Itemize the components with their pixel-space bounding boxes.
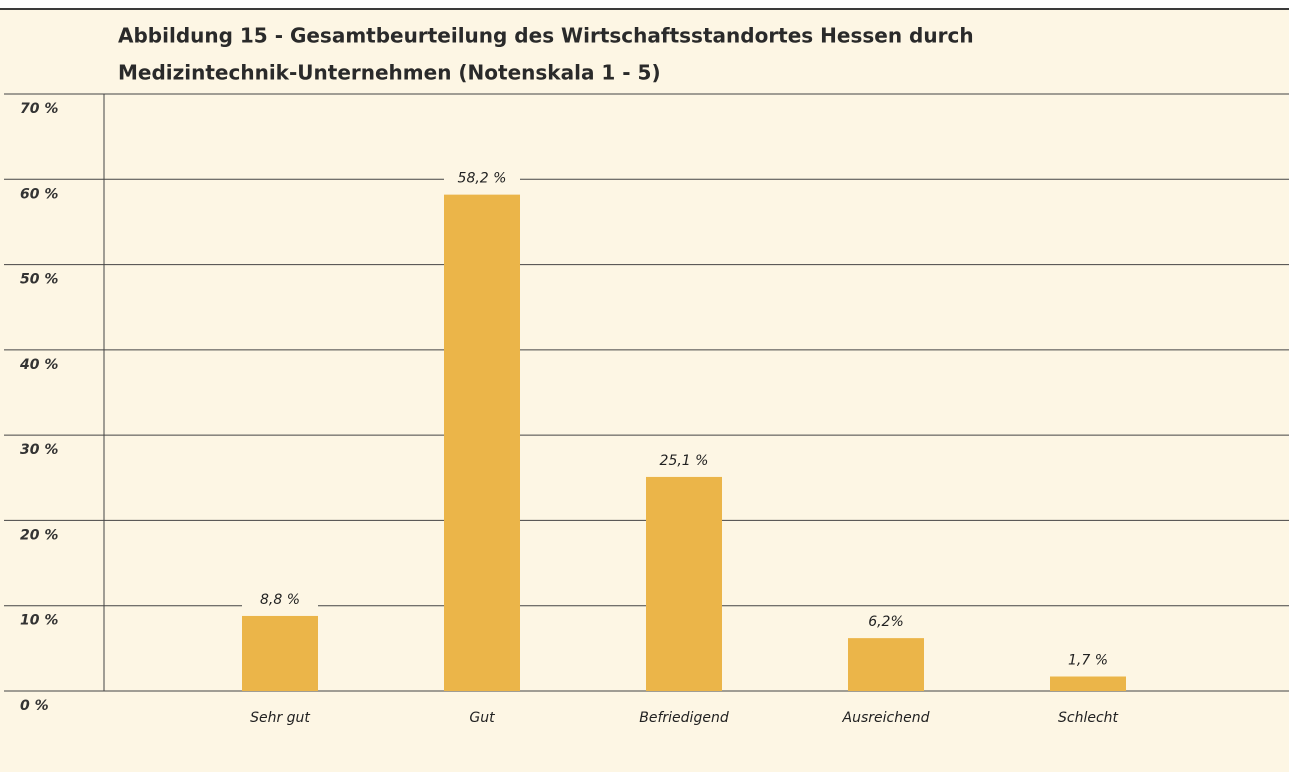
x-tick-label: Sehr gut — [250, 710, 310, 726]
y-tick-label: 70 % — [20, 101, 58, 117]
value-label: 6,2% — [868, 614, 904, 630]
background — [0, 9, 1289, 772]
value-label: 58,2 % — [458, 171, 507, 187]
value-label: 1,7 % — [1068, 653, 1108, 669]
bar — [646, 476, 722, 691]
y-tick-label: 30 % — [20, 442, 58, 458]
y-tick-label: 20 % — [20, 527, 58, 543]
value-label: 25,1 % — [660, 453, 709, 469]
y-tick-label: 10 % — [20, 613, 58, 629]
value-label-bg — [242, 589, 318, 610]
value-label-bg — [848, 612, 924, 633]
y-tick-label: 60 % — [20, 186, 58, 202]
x-tick-label: Gut — [469, 710, 495, 726]
chart-title: Abbildung 15 - Gesamtbeurteilung des Wir… — [118, 24, 974, 48]
bar — [848, 638, 924, 691]
chart-title: Medizintechnik-Unternehmen (Notenskala 1… — [118, 61, 661, 85]
bar — [444, 194, 520, 691]
x-tick-label: Befriedigend — [639, 710, 729, 726]
value-label-bg — [1050, 650, 1126, 671]
x-tick-label: Schlecht — [1058, 710, 1119, 726]
bar — [242, 615, 318, 691]
bar — [1050, 676, 1126, 691]
x-tick-label: Ausreichend — [842, 710, 930, 726]
value-label-bg — [646, 450, 722, 471]
y-tick-label: 0 % — [20, 698, 49, 714]
value-label: 8,8 % — [260, 592, 300, 608]
y-tick-label: 50 % — [20, 272, 58, 288]
y-tick-label: 40 % — [19, 357, 58, 373]
value-label-bg — [444, 168, 520, 189]
